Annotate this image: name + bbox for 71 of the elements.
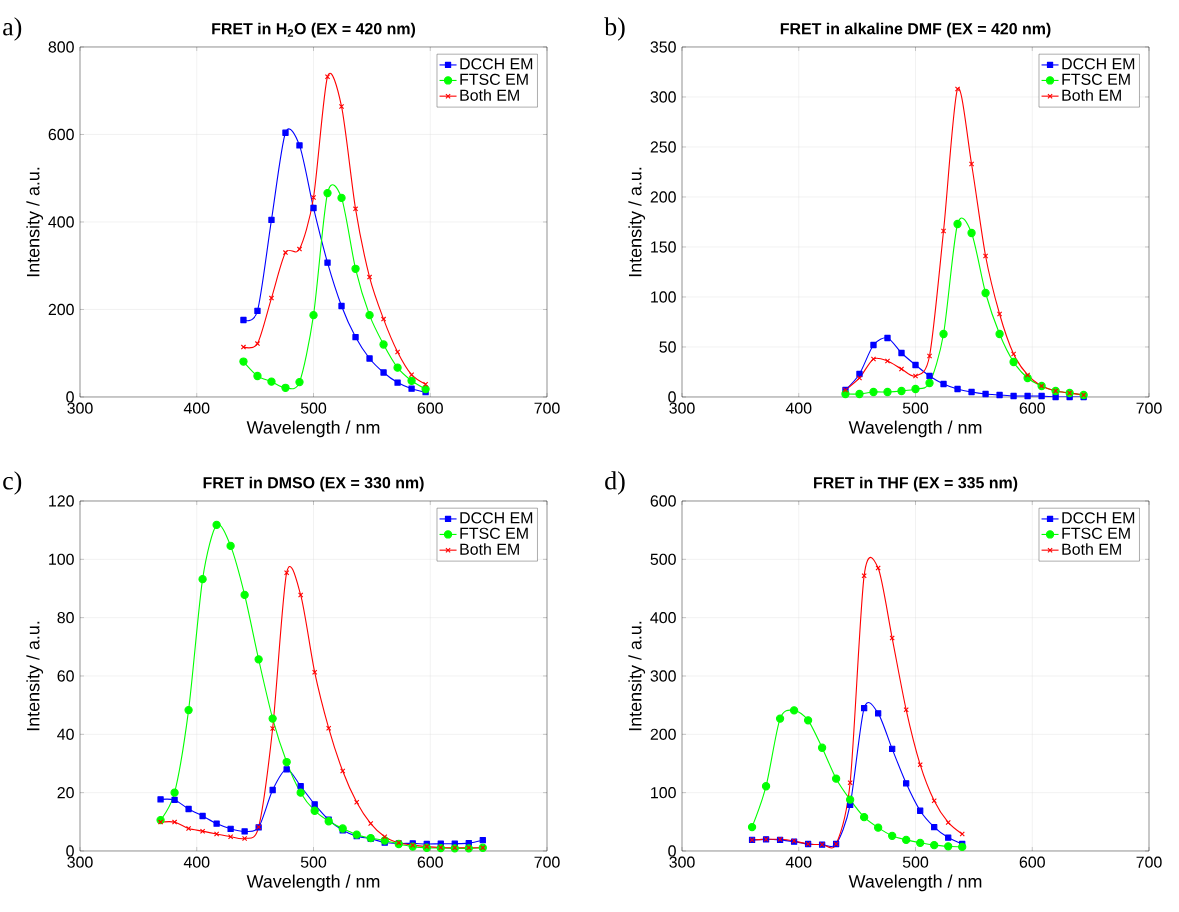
x-tick-label: 600 — [417, 856, 443, 868]
text: a) — [3, 17, 22, 41]
x-axis-title: Wavelength / nm — [246, 874, 380, 892]
legend-label: Both EM — [460, 89, 519, 101]
y-tick-label: 100 — [49, 553, 74, 565]
x-tick-label: 600 — [1019, 402, 1045, 414]
x-axis-title: Wavelength / nm — [246, 420, 380, 438]
y-tick-label: 500 — [650, 553, 676, 565]
x-tick-label: 600 — [417, 402, 443, 414]
legend-label: Both EM — [460, 543, 519, 555]
y-tick-label: 80 — [57, 612, 74, 624]
y-axis-title: Intensity / a.u. — [628, 167, 646, 277]
chart-title: FRET in DMSO (EX = 330 nm) — [203, 476, 424, 492]
y-tick-label: 20 — [57, 787, 74, 799]
y-tick-label: 40 — [57, 728, 74, 740]
y-tick-label: 600 — [650, 495, 676, 507]
x-axis-title: Wavelength / nm — [848, 420, 982, 438]
legend-label: Both EM — [1062, 543, 1121, 555]
legend-label: DCCH EM — [1062, 58, 1135, 70]
chart-title: FRET in alkaline DMF (EX = 420 nm) — [780, 22, 1051, 38]
x-tick-label: 700 — [1136, 856, 1162, 868]
y-axis-title: Intensity / a.u. — [26, 167, 44, 277]
y-tick-label: 60 — [57, 670, 74, 682]
y-tick-label: 120 — [49, 495, 74, 507]
y-tick-label: 400 — [650, 612, 676, 624]
x-tick-label: 700 — [1136, 402, 1162, 414]
y-axis-title: Intensity / a.u. — [26, 621, 44, 731]
x-tick-label: 700 — [534, 856, 560, 868]
y-tick-label: 0 — [668, 391, 676, 403]
y-tick-label: 300 — [650, 670, 676, 682]
x-tick-label: 500 — [300, 856, 327, 868]
y-tick-label: 400 — [48, 216, 74, 228]
y-tick-label: 150 — [651, 241, 676, 253]
chart-title: FRET in THF (EX = 335 nm) — [814, 476, 1018, 492]
y-tick-label: 350 — [650, 41, 676, 53]
y-tick-label: 0 — [66, 845, 74, 857]
y-tick-label: 200 — [48, 303, 74, 316]
text: b) — [604, 17, 625, 41]
x-tick-label: 500 — [902, 402, 929, 414]
x-tick-label: 500 — [902, 856, 929, 868]
y-axis-title: Intensity / a.u. — [628, 621, 646, 731]
legend-label: DCCH EM — [460, 58, 533, 70]
legend-label: FTSC EM — [460, 527, 528, 539]
y-tick-label: 0 — [66, 391, 74, 403]
y-tick-label: 50 — [659, 341, 676, 353]
x-tick-label: 400 — [785, 402, 812, 414]
y-tick-label: 300 — [650, 91, 676, 103]
y-tick-label: 100 — [651, 291, 676, 303]
text: d) — [605, 471, 625, 495]
text: c) — [3, 471, 22, 495]
chart-title: FRET in H$_{2}$O (EX = 420 nm) — [212, 22, 416, 38]
legend-label: FTSC EM — [460, 73, 528, 85]
y-tick-label: 0 — [668, 845, 676, 857]
y-tick-label: 250 — [650, 141, 676, 153]
y-tick-label: 200 — [650, 728, 676, 740]
legend-label: DCCH EM — [1062, 512, 1135, 524]
y-tick-label: 800 — [48, 41, 74, 53]
legend-label: FTSC EM — [1062, 73, 1130, 85]
x-tick-label: 400 — [785, 856, 812, 868]
legend-label: FTSC EM — [1062, 527, 1130, 539]
x-tick-label: 400 — [183, 402, 210, 414]
x-tick-label: 700 — [534, 402, 560, 414]
y-tick-label: 200 — [650, 191, 676, 203]
x-tick-label: 500 — [300, 402, 327, 414]
x-tick-label: 400 — [183, 856, 210, 868]
y-tick-label: 600 — [48, 128, 74, 141]
legend-label: Both EM — [1062, 89, 1121, 101]
legend-label: DCCH EM — [460, 512, 533, 524]
y-tick-label: 100 — [651, 787, 676, 799]
x-tick-label: 600 — [1019, 856, 1045, 868]
x-axis-title: Wavelength / nm — [848, 874, 982, 892]
